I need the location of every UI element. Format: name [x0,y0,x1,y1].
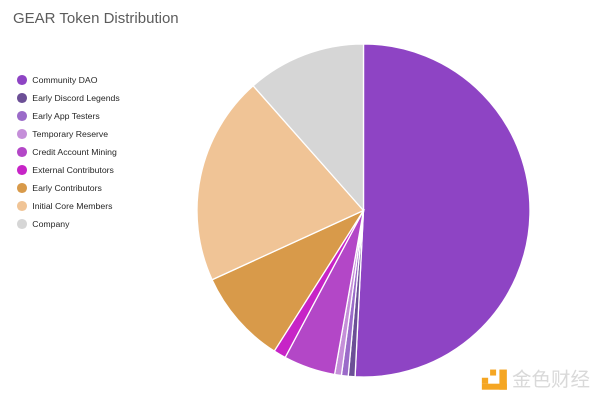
svg-text:金色财经: 金色财经 [512,369,590,391]
